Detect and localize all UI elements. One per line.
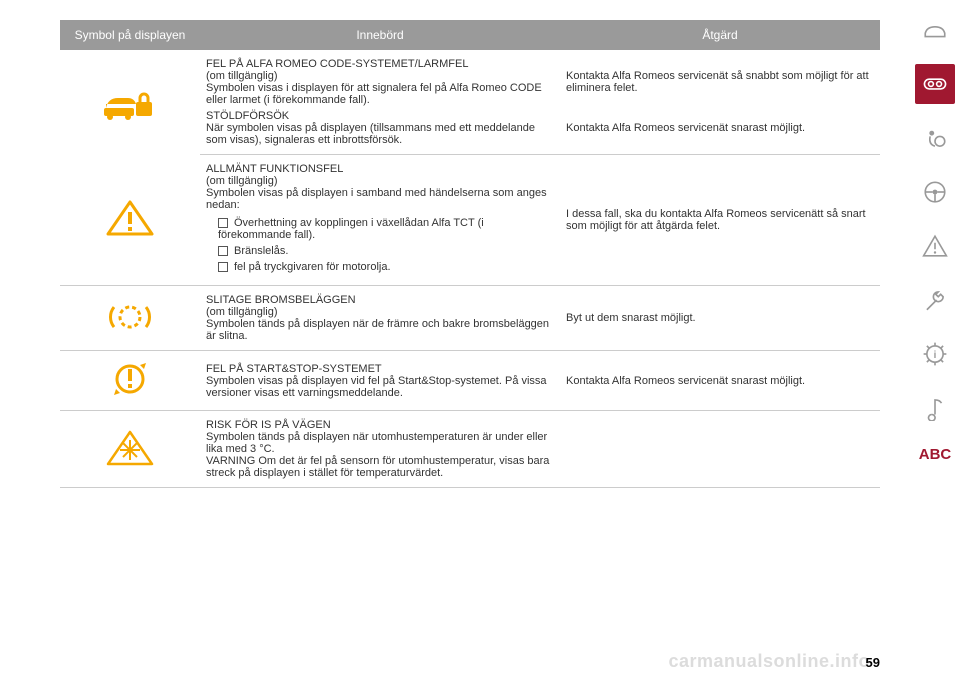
meaning-text: Symbolen tänds på displayen när de främr… — [206, 318, 554, 342]
list-item: Bränslelås. — [218, 245, 554, 257]
meaning-text: Symbolen visas på displayen vid fel på S… — [206, 375, 554, 399]
brake-pads-icon — [100, 297, 160, 337]
ice-road-icon — [100, 428, 160, 468]
info-gear-icon[interactable]: i — [915, 334, 955, 374]
meaning-avail: (om tillgänglig) — [206, 175, 554, 187]
th-symbol: Symbol på displayen — [60, 20, 200, 50]
meaning-text: Symbolen visas på displayen i samband me… — [206, 187, 554, 211]
symbol-cell — [60, 351, 200, 411]
meaning-text: När symbolen visas på displayen (tillsam… — [206, 122, 554, 146]
symbol-cell — [60, 286, 200, 351]
list-item: fel på tryckgivaren för motorolja. — [218, 261, 554, 273]
meaning-text: Symbolen tänds på displayen när utomhust… — [206, 431, 554, 479]
table-header-row: Symbol på displayen Innebörd Åtgärd — [60, 20, 880, 50]
symbol-table: Symbol på displayen Innebörd Åtgärd — [60, 20, 880, 488]
table-row: FEL PÅ START&STOP-SYSTEMET Symbolen visa… — [60, 351, 880, 411]
start-stop-icon — [100, 359, 160, 399]
meaning-title: SLITAGE BROMSBELÄGGEN — [206, 294, 554, 306]
car-icon[interactable] — [915, 10, 955, 50]
meaning-cell: SLITAGE BROMSBELÄGGEN (om tillgänglig) S… — [200, 286, 560, 351]
car-lock-icon — [100, 84, 160, 124]
meaning-cell: ALLMÄNT FUNKTIONSFEL (om tillgänglig) Sy… — [200, 155, 560, 286]
meaning-avail: (om tillgänglig) — [206, 306, 554, 318]
meaning-title: FEL PÅ ALFA ROMEO CODE-SYSTEMET/LARMFEL — [206, 58, 554, 70]
meaning-cell: STÖLDFÖRSÖK När symbolen visas på displa… — [200, 108, 560, 155]
steering-icon[interactable] — [915, 172, 955, 212]
list-item: Överhettning av kopplingen i växellådan … — [218, 217, 554, 241]
table-row: RISK FÖR IS PÅ VÄGEN Symbolen tänds på d… — [60, 411, 880, 488]
watermark: carmanualsonline.info — [668, 651, 870, 672]
dashboard-icon[interactable] — [915, 64, 955, 104]
action-cell: I dessa fall, ska du kontakta Alfa Romeo… — [560, 155, 880, 286]
table-row: FEL PÅ ALFA ROMEO CODE-SYSTEMET/LARMFEL … — [60, 50, 880, 108]
action-cell: Kontakta Alfa Romeos servicenät snarast … — [560, 351, 880, 411]
warning-triangle-icon — [100, 198, 160, 238]
svg-text:i: i — [934, 350, 937, 361]
content-area: Symbol på displayen Innebörd Åtgärd — [0, 0, 910, 678]
airbag-icon[interactable] — [915, 118, 955, 158]
table-row: ALLMÄNT FUNKTIONSFEL (om tillgänglig) Sy… — [60, 155, 880, 286]
warning-icon[interactable] — [915, 226, 955, 266]
wrench-icon[interactable] — [915, 280, 955, 320]
abc-label[interactable]: ABC — [919, 446, 952, 463]
meaning-text: Symbolen visas i displayen för att signa… — [206, 82, 554, 106]
meaning-title: RISK FÖR IS PÅ VÄGEN — [206, 419, 554, 431]
th-action: Åtgärd — [560, 20, 880, 50]
action-cell: Kontakta Alfa Romeos servicenät snarast … — [560, 108, 880, 155]
meaning-cell: RISK FÖR IS PÅ VÄGEN Symbolen tänds på d… — [200, 411, 560, 488]
action-cell — [560, 411, 880, 488]
meaning-cell: FEL PÅ ALFA ROMEO CODE-SYSTEMET/LARMFEL … — [200, 50, 560, 108]
meaning-sublist: Överhettning av kopplingen i växellådan … — [206, 217, 554, 273]
th-meaning: Innebörd — [200, 20, 560, 50]
symbol-cell — [60, 155, 200, 286]
action-cell: Kontakta Alfa Romeos servicenät så snabb… — [560, 50, 880, 108]
action-cell: Byt ut dem snarast möjligt. — [560, 286, 880, 351]
symbol-cell — [60, 411, 200, 488]
meaning-cell: FEL PÅ START&STOP-SYSTEMET Symbolen visa… — [200, 351, 560, 411]
meaning-title: ALLMÄNT FUNKTIONSFEL — [206, 163, 554, 175]
meaning-title: FEL PÅ START&STOP-SYSTEMET — [206, 363, 554, 375]
meaning-title: STÖLDFÖRSÖK — [206, 110, 554, 122]
symbol-cell — [60, 50, 200, 155]
page-number: 59 — [866, 655, 880, 670]
meaning-avail: (om tillgänglig) — [206, 70, 554, 82]
table-row: SLITAGE BROMSBELÄGGEN (om tillgänglig) S… — [60, 286, 880, 351]
music-note-icon[interactable] — [915, 388, 955, 428]
section-rail: i ABC — [910, 0, 960, 678]
